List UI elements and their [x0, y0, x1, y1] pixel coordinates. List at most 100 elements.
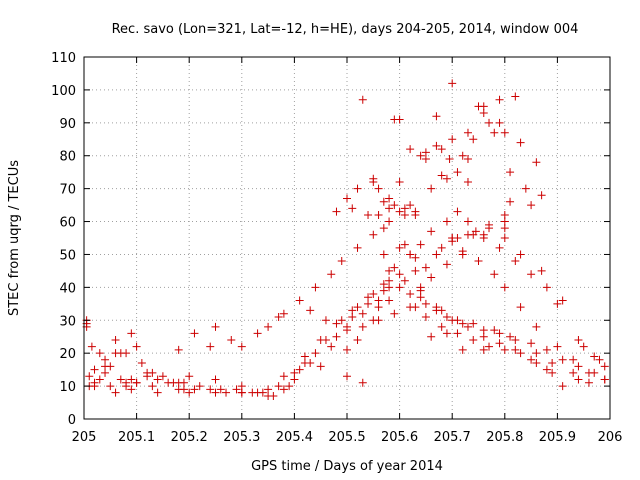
data-point	[553, 299, 562, 308]
data-point	[285, 382, 294, 391]
data-point	[474, 257, 483, 266]
data-point	[379, 280, 388, 289]
data-point	[537, 266, 546, 275]
data-point	[390, 309, 399, 318]
data-point	[274, 312, 283, 321]
data-point	[442, 217, 451, 226]
data-point	[253, 329, 262, 338]
data-point	[521, 184, 530, 193]
data-point	[448, 135, 457, 144]
data-point	[548, 359, 557, 368]
x-tick-label: 205.3	[223, 430, 260, 445]
y-tick-label: 90	[59, 117, 76, 132]
data-point	[458, 247, 467, 256]
data-point	[516, 303, 525, 312]
y-tick-label: 100	[51, 84, 76, 99]
data-point	[206, 342, 215, 351]
data-point	[442, 260, 451, 269]
data-point	[458, 151, 467, 160]
data-point	[190, 385, 199, 394]
data-point	[479, 234, 488, 242]
data-point	[421, 148, 430, 157]
data-point	[369, 178, 378, 187]
data-point	[406, 250, 415, 259]
y-tick-label: 10	[59, 380, 76, 395]
data-point	[590, 368, 599, 377]
data-point	[600, 362, 609, 371]
data-point	[416, 283, 425, 292]
data-point	[111, 336, 120, 345]
data-point	[427, 227, 436, 236]
data-point	[132, 342, 141, 351]
data-point	[327, 270, 336, 279]
data-point	[469, 135, 478, 144]
x-tick-label: 205.5	[328, 430, 365, 445]
data-point	[421, 299, 430, 308]
data-point	[174, 345, 183, 354]
data-point	[527, 339, 536, 348]
data-point	[590, 352, 599, 361]
data-point	[343, 194, 351, 203]
data-point	[427, 273, 436, 282]
data-point	[122, 349, 131, 358]
data-point	[453, 168, 462, 177]
data-point	[190, 329, 199, 338]
data-point	[358, 95, 367, 104]
data-point	[527, 270, 536, 279]
data-point	[406, 201, 415, 210]
data-point	[448, 316, 457, 325]
data-point	[463, 128, 472, 137]
data-point	[500, 128, 509, 137]
data-points	[82, 79, 609, 400]
x-tick-label: 205.9	[539, 430, 576, 445]
data-point	[400, 240, 409, 249]
data-point	[364, 293, 373, 302]
data-point	[379, 250, 388, 259]
data-point	[569, 368, 578, 377]
data-point	[311, 349, 320, 358]
data-point	[537, 191, 546, 200]
data-point	[442, 329, 451, 338]
data-point	[516, 250, 525, 259]
data-point	[490, 270, 499, 279]
data-point	[427, 332, 436, 341]
data-point	[353, 243, 362, 252]
data-point	[471, 227, 480, 236]
data-point	[195, 382, 204, 391]
data-point	[111, 349, 120, 358]
data-point	[527, 355, 536, 364]
data-point	[127, 375, 136, 384]
x-tick-label: 206	[598, 430, 623, 445]
data-point	[85, 372, 94, 381]
data-point	[185, 372, 194, 381]
data-point	[316, 362, 325, 371]
data-point	[327, 342, 336, 351]
data-point	[274, 382, 283, 391]
data-point	[427, 184, 436, 193]
data-point	[511, 92, 520, 101]
data-point	[279, 372, 288, 381]
data-point	[127, 385, 136, 394]
y-tick-label: 110	[51, 51, 76, 66]
data-point	[511, 257, 520, 266]
data-point	[495, 95, 504, 104]
data-point	[116, 375, 125, 384]
data-point	[132, 378, 141, 387]
data-point	[379, 224, 388, 233]
data-point	[600, 375, 609, 384]
data-point	[532, 322, 541, 331]
x-tick-label: 205	[72, 430, 97, 445]
data-point	[306, 306, 315, 315]
data-point	[237, 342, 246, 351]
data-point	[579, 342, 588, 351]
data-point	[395, 270, 404, 279]
data-point	[337, 257, 346, 266]
data-point	[90, 382, 99, 391]
data-point	[411, 207, 420, 216]
data-point	[264, 385, 273, 394]
data-point	[406, 303, 415, 312]
x-tick-label: 205.4	[276, 430, 313, 445]
data-point	[153, 388, 162, 397]
data-point	[343, 322, 351, 331]
data-point	[569, 355, 578, 364]
